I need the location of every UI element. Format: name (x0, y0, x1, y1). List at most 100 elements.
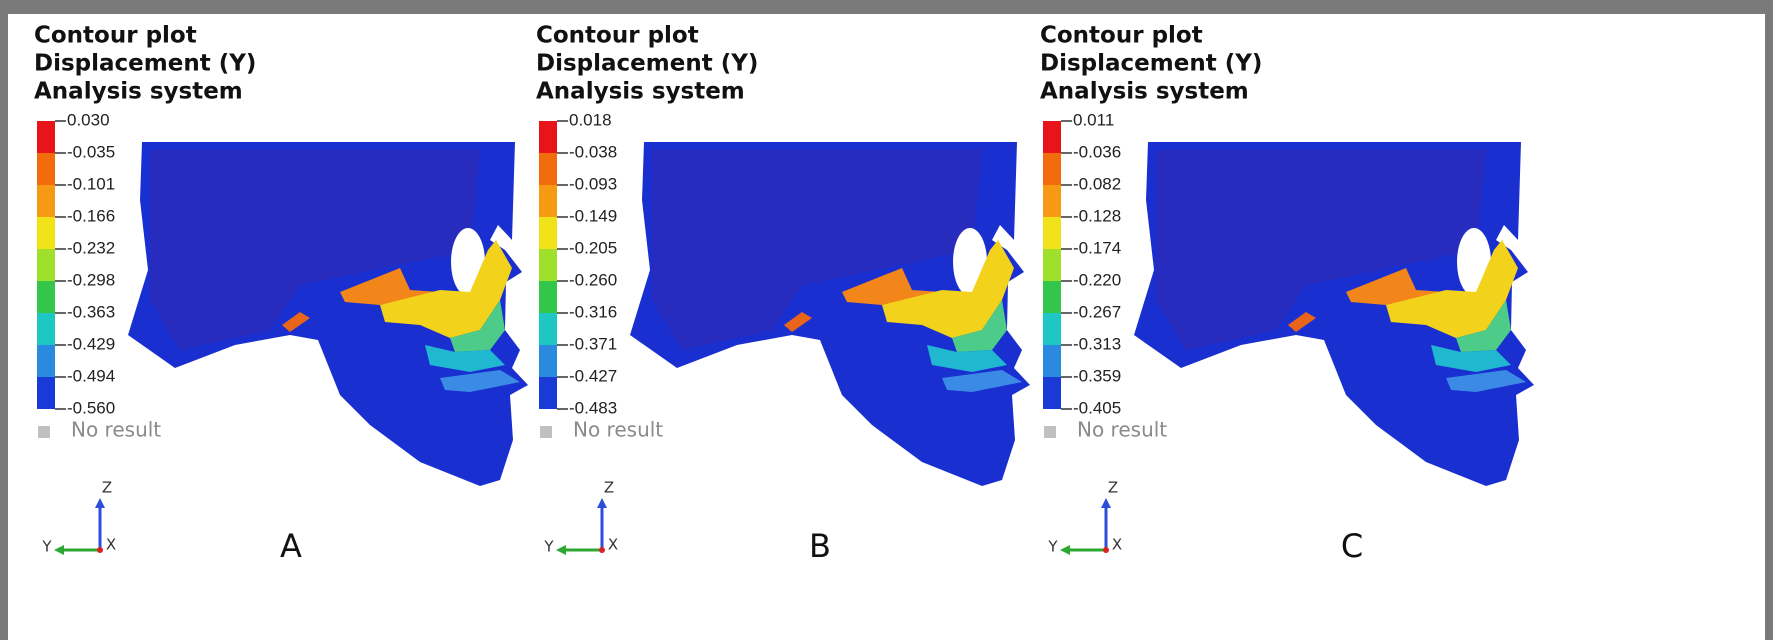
colorbar-tick-label: -0.038 (569, 142, 617, 161)
no-result-swatch (540, 426, 552, 438)
axis-z-head (1101, 498, 1111, 508)
colorbar-tick-label: -0.267 (1073, 302, 1121, 321)
patch-lightblue (1446, 370, 1526, 392)
no-result-label: No result (71, 418, 161, 442)
axis-y-label: Y (1047, 538, 1058, 556)
colorbar-tick-label: -0.427 (569, 366, 617, 385)
colorbar-tick-label: -0.405 (1073, 398, 1121, 417)
patch-green (952, 300, 1007, 352)
colorbar-tick-label: 0.018 (569, 110, 612, 129)
axis-y-head (1060, 545, 1070, 555)
colorbar-tick-label: 0.011 (1073, 110, 1114, 129)
model-texture (652, 150, 982, 350)
patch-lightblue (942, 370, 1022, 392)
colorbar-tick-label: -0.560 (67, 398, 115, 417)
panel-label: A (280, 527, 302, 565)
colorbar-tick-label: -0.082 (1073, 174, 1121, 193)
colorbar-segment (1043, 281, 1061, 313)
model-texture (150, 150, 480, 350)
colorbar-segment (539, 153, 557, 185)
colorbar-tick-label: -0.220 (1073, 270, 1121, 289)
axis-z-label: Z (102, 479, 112, 497)
colorbar-tick-label: -0.093 (569, 174, 617, 193)
colorbar-tick-label: -0.483 (569, 398, 617, 417)
colorbar-tick-label: -0.232 (67, 238, 115, 257)
colorbar-segment (1043, 377, 1061, 409)
axis-z-label: Z (1108, 479, 1118, 497)
no-result-swatch (1044, 426, 1056, 438)
colorbar-segment (1043, 185, 1061, 217)
colorbar-tick-label: 0.030 (67, 110, 110, 129)
colorbar-tick-label: -0.363 (67, 302, 115, 321)
colorbar-tick-label: -0.166 (67, 206, 115, 225)
colorbar-tick-label: -0.313 (1073, 334, 1121, 353)
colorbar-segment (539, 217, 557, 249)
patch-cyan (1431, 345, 1511, 372)
colorbar-segment (539, 281, 557, 313)
axis-z-label: Z (604, 479, 614, 497)
colorbar-tick-label: -0.298 (67, 270, 115, 289)
colorbar-tick-label: -0.036 (1073, 142, 1121, 161)
patch-lightblue (440, 370, 520, 392)
axis-x (1103, 547, 1109, 553)
colorbar-tick-label: -0.260 (569, 270, 617, 289)
axis-y-label: Y (41, 538, 52, 556)
model-body (630, 142, 1030, 486)
colorbar-segment (539, 345, 557, 377)
no-result-label: No result (573, 418, 663, 442)
axis-y-head (54, 545, 64, 555)
panel-title-line: Contour plot (536, 23, 699, 49)
colorbar-tick-label: -0.429 (67, 334, 115, 353)
colorbar-segment (1043, 153, 1061, 185)
colorbar-segment (1043, 345, 1061, 377)
panel-title-line: Analysis system (1040, 79, 1249, 105)
colorbar-tick-label: -0.494 (67, 366, 115, 385)
colorbar-segment (37, 313, 55, 345)
panel-title-line: Displacement (Y) (34, 51, 256, 77)
patch-cyan (927, 345, 1007, 372)
patch-orange (784, 312, 812, 332)
colorbar-tick-label: -0.035 (67, 142, 115, 161)
no-result-label: No result (1077, 418, 1167, 442)
patch-orange (282, 312, 310, 332)
colorbar-segment (1043, 217, 1061, 249)
patch-orange (340, 268, 440, 305)
colorbar-tick-label: -0.371 (569, 334, 617, 353)
colorbar-segment (539, 313, 557, 345)
no-result-swatch (38, 426, 50, 438)
patch-yellow (882, 240, 1014, 338)
colorbar-segment (539, 377, 557, 409)
colorbar-segment (539, 185, 557, 217)
axis-x-label: X (1112, 536, 1122, 554)
colorbar-tick-label: -0.205 (569, 238, 617, 257)
colorbar-segment (37, 345, 55, 377)
patch-yellow (380, 240, 512, 338)
colorbar-segment (539, 249, 557, 281)
patch-cyan (425, 345, 505, 372)
axis-x (97, 547, 103, 553)
colorbar-tick-label: -0.101 (67, 174, 115, 193)
colorbar-tick-label: -0.149 (569, 206, 617, 225)
colorbar-segment (37, 121, 55, 153)
patch-yellow (1386, 240, 1518, 338)
axis-z-head (597, 498, 607, 508)
panel-title-line: Contour plot (34, 23, 197, 49)
colorbar-tick-label: -0.359 (1073, 366, 1121, 385)
axis-x-label: X (106, 536, 116, 554)
colorbar-tick-label: -0.316 (569, 302, 617, 321)
patch-orange (1346, 268, 1446, 305)
colorbar-segment (37, 281, 55, 313)
colorbar-segment (539, 121, 557, 153)
colorbar-segment (37, 377, 55, 409)
colorbar-tick-label: -0.128 (1073, 206, 1121, 225)
axis-x (599, 547, 605, 553)
colorbar-segment (1043, 121, 1061, 153)
panel-title-line: Contour plot (1040, 23, 1203, 49)
colorbar-segment (37, 153, 55, 185)
panel-title-line: Displacement (Y) (1040, 51, 1262, 77)
colorbar-segment (1043, 313, 1061, 345)
